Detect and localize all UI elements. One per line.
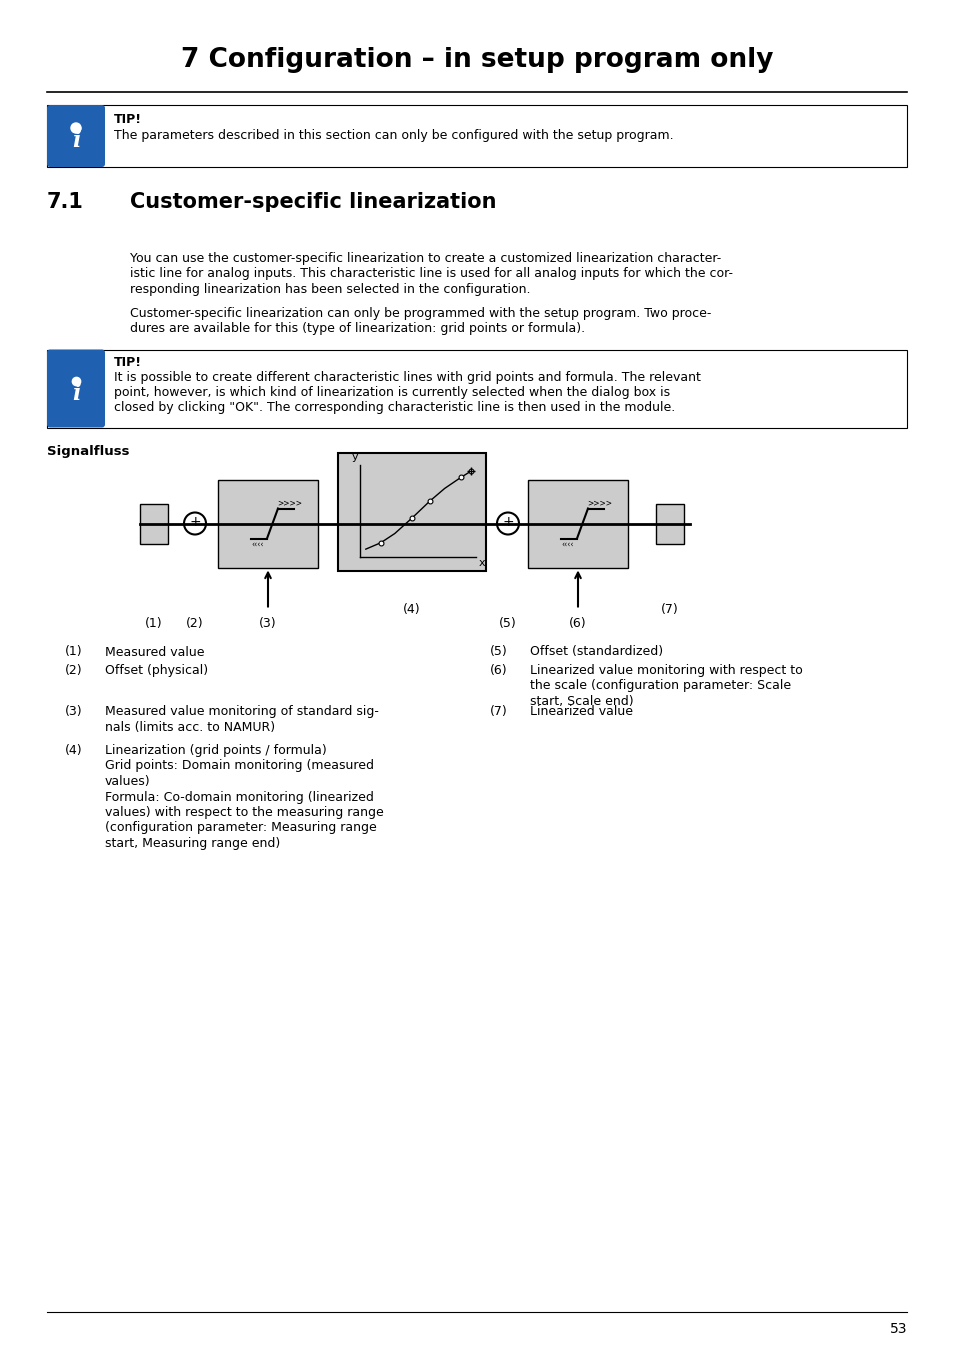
Text: Linearized value: Linearized value — [530, 705, 633, 718]
Text: values) with respect to the measuring range: values) with respect to the measuring ra… — [105, 806, 383, 819]
Text: Offset (standardized): Offset (standardized) — [530, 645, 662, 659]
Text: Linearization (grid points / formula): Linearization (grid points / formula) — [105, 744, 327, 757]
Text: Offset (physical): Offset (physical) — [105, 664, 208, 676]
Circle shape — [71, 123, 81, 134]
Text: (2): (2) — [65, 664, 83, 676]
Text: Grid points: Domain monitoring (measured: Grid points: Domain monitoring (measured — [105, 760, 374, 772]
Text: (7): (7) — [490, 705, 507, 718]
Text: responding linearization has been selected in the configuration.: responding linearization has been select… — [130, 284, 530, 296]
Text: Measured value monitoring of standard sig-: Measured value monitoring of standard si… — [105, 705, 378, 718]
Text: TIP!: TIP! — [113, 113, 142, 126]
Text: >>>>: >>>> — [586, 498, 612, 508]
Text: 7 Configuration – in setup program only: 7 Configuration – in setup program only — [180, 47, 773, 73]
Text: start, Measuring range end): start, Measuring range end) — [105, 837, 280, 850]
Text: Linearized value monitoring with respect to: Linearized value monitoring with respect… — [530, 664, 801, 676]
Text: (1): (1) — [145, 617, 163, 630]
Text: (3): (3) — [259, 617, 276, 630]
Text: 7.1: 7.1 — [47, 192, 84, 212]
FancyBboxPatch shape — [47, 105, 105, 167]
Text: TIP!: TIP! — [113, 355, 142, 369]
Text: (7): (7) — [660, 603, 679, 617]
Text: closed by clicking "OK". The corresponding characteristic line is then used in t: closed by clicking "OK". The correspondi… — [113, 401, 675, 414]
Text: y: y — [351, 452, 357, 463]
Text: The parameters described in this section can only be configured with the setup p: The parameters described in this section… — [113, 130, 673, 142]
Text: (2): (2) — [186, 617, 204, 630]
Bar — [140, 504, 168, 544]
Text: values): values) — [105, 775, 151, 788]
Text: Signalfluss: Signalfluss — [47, 446, 130, 459]
Text: Measured value: Measured value — [105, 645, 204, 659]
Text: the scale (configuration parameter: Scale: the scale (configuration parameter: Scal… — [530, 679, 790, 693]
Text: +: + — [501, 516, 514, 529]
Text: (4): (4) — [403, 603, 420, 617]
Text: (5): (5) — [498, 617, 517, 630]
Text: Formula: Co-domain monitoring (linearized: Formula: Co-domain monitoring (linearize… — [105, 791, 374, 803]
Text: (6): (6) — [490, 664, 507, 676]
Text: x: x — [478, 558, 485, 567]
Text: point, however, is which kind of linearization is currently selected when the di: point, however, is which kind of lineari… — [113, 386, 669, 400]
Text: (3): (3) — [65, 705, 83, 718]
Bar — [47, 350, 906, 428]
Bar — [656, 504, 683, 544]
Text: You can use the customer-specific linearization to create a customized lineariza: You can use the customer-specific linear… — [130, 252, 720, 265]
Text: dures are available for this (type of linearization: grid points or formula).: dures are available for this (type of li… — [130, 323, 584, 335]
Text: 53: 53 — [888, 1322, 906, 1336]
Text: +: + — [189, 516, 200, 529]
Text: (6): (6) — [569, 617, 586, 630]
Text: ‹‹‹‹: ‹‹‹‹ — [560, 540, 573, 549]
Text: Customer-specific linearization can only be programmed with the setup program. T: Customer-specific linearization can only… — [130, 306, 711, 320]
Bar — [218, 479, 317, 567]
Bar — [47, 105, 906, 167]
Text: nals (limits acc. to NAMUR): nals (limits acc. to NAMUR) — [105, 721, 274, 733]
Text: istic line for analog inputs. This characteristic line is used for all analog in: istic line for analog inputs. This chara… — [130, 267, 732, 281]
FancyBboxPatch shape — [47, 350, 105, 428]
Text: It is possible to create different characteristic lines with grid points and for: It is possible to create different chara… — [113, 370, 700, 383]
Text: >>>>: >>>> — [276, 498, 302, 508]
Bar — [527, 479, 627, 567]
Text: ‹‹‹‹: ‹‹‹‹ — [251, 540, 263, 549]
Text: i: i — [71, 130, 80, 153]
Text: start, Scale end): start, Scale end) — [530, 695, 633, 707]
Text: i: i — [71, 382, 80, 405]
Text: (4): (4) — [65, 744, 83, 757]
Text: (5): (5) — [490, 645, 507, 659]
Text: (1): (1) — [65, 645, 83, 659]
Bar — [337, 452, 485, 571]
Text: (configuration parameter: Measuring range: (configuration parameter: Measuring rang… — [105, 822, 376, 834]
Text: Customer-specific linearization: Customer-specific linearization — [130, 192, 496, 212]
